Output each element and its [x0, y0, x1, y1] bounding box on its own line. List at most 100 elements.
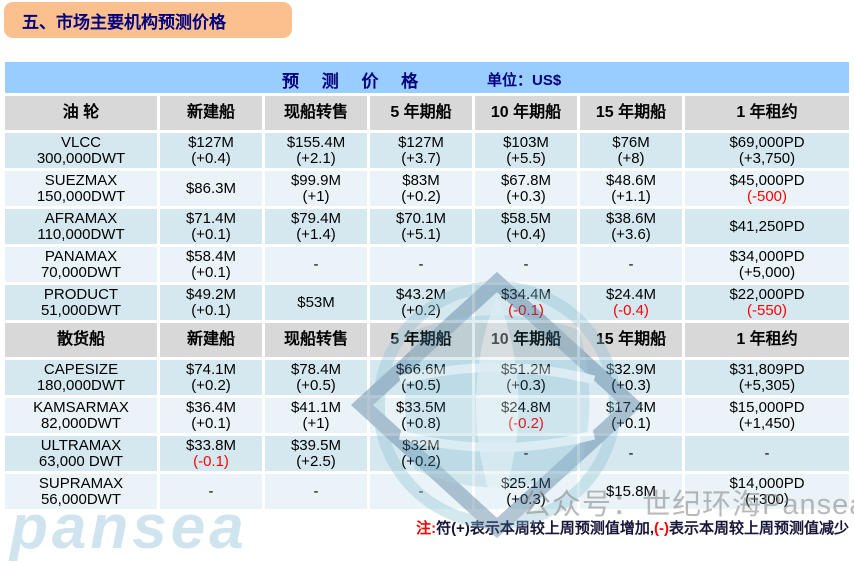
price-cell: -	[580, 436, 682, 471]
price-change: (+2.1)	[296, 149, 336, 167]
table-header-band: 预 测 价 格 单位：US$	[5, 62, 849, 93]
unit-label: 单位：US$	[487, 72, 562, 89]
column-header: 1 年租约	[685, 323, 849, 357]
price-value: $70.1M	[395, 209, 447, 227]
price-value: $31,809PD	[729, 360, 805, 378]
price-cell: $58.5M (+0.4)	[475, 209, 577, 244]
price-change: (+0.3)	[506, 490, 546, 508]
price-change: (+0.2)	[191, 376, 231, 394]
ship-dwt: 70,000DWT	[40, 263, 122, 281]
price-change: (+0.1)	[191, 263, 231, 281]
price-value: $76M	[612, 133, 650, 151]
price-change: (+0.3)	[506, 187, 546, 205]
price-cell: $48.6M (+1.1)	[580, 171, 682, 206]
price-value: $58.5M	[500, 209, 552, 227]
ship-dwt: 51,000DWT	[40, 301, 122, 319]
ship-name: PRODUCT	[43, 285, 119, 303]
table-row: PANAMAX 70,000DWT $58.4M (+0.1) - - - - $34,000P…	[5, 247, 849, 282]
price-cell: $38.6M (+3.6)	[580, 209, 682, 244]
price-change: (+0.2)	[401, 452, 441, 470]
price-cell: $74.1M (+0.2)	[160, 360, 262, 395]
price-cell: -	[475, 247, 577, 282]
footnote-part1: 符(+)表示本周较上周预测值增加,	[436, 520, 654, 537]
column-header-row: 油 轮新建船 现船转售 5 年期船 10 年期船 15 年期船 1 年租约	[5, 96, 849, 130]
price-cell: -	[370, 247, 472, 282]
price-cell: -	[580, 247, 682, 282]
column-header-row: 散货船 新建船 现船转售 5 年期船 10 年期船 15 年期船 1 年租约	[5, 323, 849, 357]
price-change: (+0.8)	[401, 414, 441, 432]
price-value: $15,000PD	[729, 398, 805, 416]
price-value: $103M	[503, 133, 549, 151]
price-cell: -	[265, 474, 367, 509]
ship-cell: PANAMAX 70,000DWT	[5, 247, 157, 282]
price-value: -	[313, 482, 319, 500]
price-value: $41,250PD	[729, 217, 805, 235]
page-title-text: 五、市场主要机构预测价格	[22, 12, 226, 32]
price-value: $43.2M	[395, 285, 447, 303]
price-cell: $34,000PD (+5,000)	[685, 247, 849, 282]
ship-dwt: 56,000DWT	[40, 490, 122, 508]
price-value: $34,000PD	[729, 247, 805, 265]
column-header: 15 年期船	[580, 323, 682, 357]
price-cell: $58.4M (+0.1)	[160, 247, 262, 282]
price-cell: $69,000PD (+3,750)	[685, 133, 849, 168]
price-cell: $25.1M (+0.3)	[475, 474, 577, 509]
price-value: $79.4M	[290, 209, 342, 227]
ship-name: SUEZMAX	[44, 171, 118, 189]
column-header: 新建船	[160, 96, 262, 130]
price-cell: $31,809PD (+5,305)	[685, 360, 849, 395]
price-cell: -	[370, 474, 472, 509]
price-value: $51.2M	[500, 360, 552, 378]
ship-cell: SUEZMAX 150,000DWT	[5, 171, 157, 206]
price-value: $78.4M	[290, 360, 342, 378]
footnote-prefix: 注:	[416, 520, 437, 537]
footnote-part2: 表示本周较上周预测值减少	[668, 520, 849, 537]
table-row: VLCC 300,000DWT $127M (+0.4) $155.4M (+2.1) $1…	[5, 133, 849, 168]
ship-dwt: 180,000DWT	[36, 376, 126, 394]
price-change: (+0.1)	[191, 225, 231, 243]
price-change: (+0.5)	[296, 376, 336, 394]
price-value: -	[628, 444, 634, 462]
ship-dwt: 82,000DWT	[40, 414, 122, 432]
price-value: $41.1M	[290, 398, 342, 416]
price-value: $66.6M	[395, 360, 447, 378]
price-cell: $24.4M (-0.4)	[580, 285, 682, 320]
ship-dwt: 110,000DWT	[37, 225, 125, 243]
section-header-ship-type: 油 轮	[5, 96, 157, 130]
column-header: 10 年期船	[475, 323, 577, 357]
column-header: 10 年期船	[475, 96, 577, 130]
price-cell: -	[685, 436, 849, 471]
ship-cell: VLCC 300,000DWT	[5, 133, 157, 168]
table-row: KAMSARMAX 82,000DWT $36.4M (+0.1) $41.1M (+1)…	[5, 398, 849, 433]
price-cell: $24.8M (-0.2)	[475, 398, 577, 433]
price-value: $34.4M	[500, 285, 552, 303]
price-value: $33.5M	[395, 398, 447, 416]
price-cell: $76M (+8)	[580, 133, 682, 168]
ship-cell: KAMSARMAX 82,000DWT	[5, 398, 157, 433]
table-row: AFRAMAX 110,000DWT $71.4M (+0.1) $79.4M (+1.4…	[5, 209, 849, 244]
price-value: $71.4M	[185, 209, 237, 227]
price-cell: $32.9M (+0.3)	[580, 360, 682, 395]
price-change: (+0.5)	[401, 376, 441, 394]
prediction-table: 预 测 价 格 单位：US$ 油 轮新建船 现船转售 5 年期船 10 年期船 15 年…	[5, 62, 849, 509]
price-change: (+0.2)	[401, 187, 441, 205]
price-change: (-0.2)	[508, 414, 544, 432]
price-value: -	[523, 444, 529, 462]
ship-name: SUPRAMAX	[38, 474, 124, 492]
price-cell: $45,000PD (-500)	[685, 171, 849, 206]
column-header: 现船转售	[265, 323, 367, 357]
ship-name: KAMSARMAX	[33, 398, 129, 416]
price-value: $17.4M	[605, 398, 657, 416]
price-change: (+1)	[302, 414, 330, 432]
price-cell: $41.1M (+1)	[265, 398, 367, 433]
price-value: $33.8M	[185, 436, 237, 454]
price-cell: $127M (+3.7)	[370, 133, 472, 168]
price-change: (+3.6)	[611, 225, 651, 243]
price-change: (+1.1)	[611, 187, 651, 205]
price-cell: $99.9M (+1)	[265, 171, 367, 206]
price-value: $25.1M	[500, 474, 552, 492]
price-change: (-500)	[746, 187, 787, 205]
page-title: 五、市场主要机构预测价格	[4, 2, 292, 38]
price-value: $127M	[188, 133, 234, 151]
price-cell: -	[475, 436, 577, 471]
